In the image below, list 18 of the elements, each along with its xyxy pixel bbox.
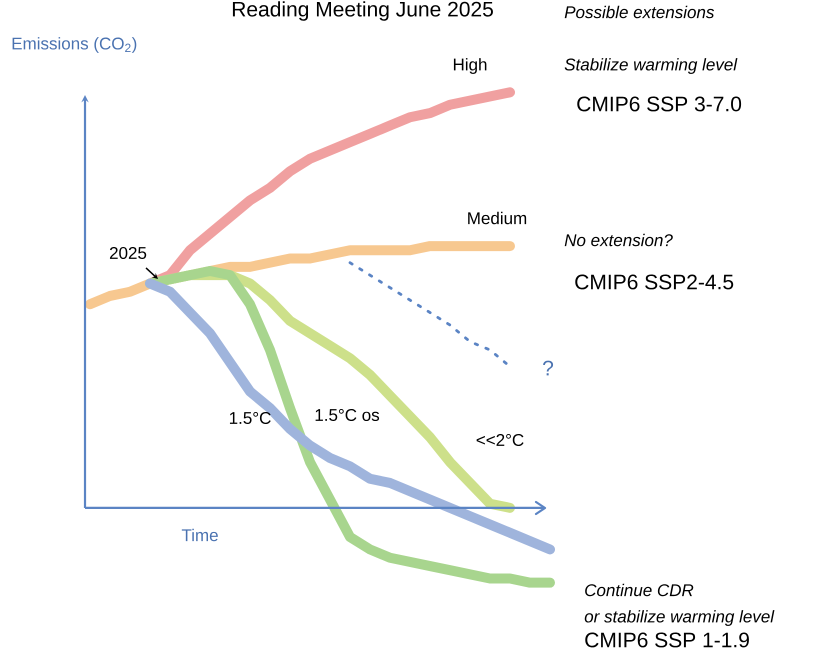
text: Continue CDR — [585, 584, 694, 596]
series-label: High — [454, 58, 486, 74]
text: Possible extensions — [564, 6, 714, 18]
annotation: ? — [543, 360, 554, 376]
text: CMIP6 SSP 1-1.9 — [585, 632, 749, 648]
series-label: 1.5°C os — [316, 408, 380, 421]
text: No extension? — [564, 234, 673, 246]
y-axis-title: Emissions (CO$_{2}$) — [12, 36, 136, 53]
annotation: 2025 — [110, 246, 146, 259]
text: Stabilize warming level — [564, 58, 738, 74]
series-label: <<2°C — [476, 434, 524, 446]
x-axis-title: Time — [182, 528, 218, 542]
text: CMIP6 SSP2-4.5 — [575, 274, 734, 290]
series-label: Medium — [468, 212, 526, 224]
text: CMIP6 SSP 3-7.0 — [577, 96, 742, 112]
series-label: 1.5°C — [230, 412, 271, 424]
text: or stabilize warming level — [584, 610, 774, 626]
chart-title: Reading Meeting June 2025 — [232, 0, 493, 21]
